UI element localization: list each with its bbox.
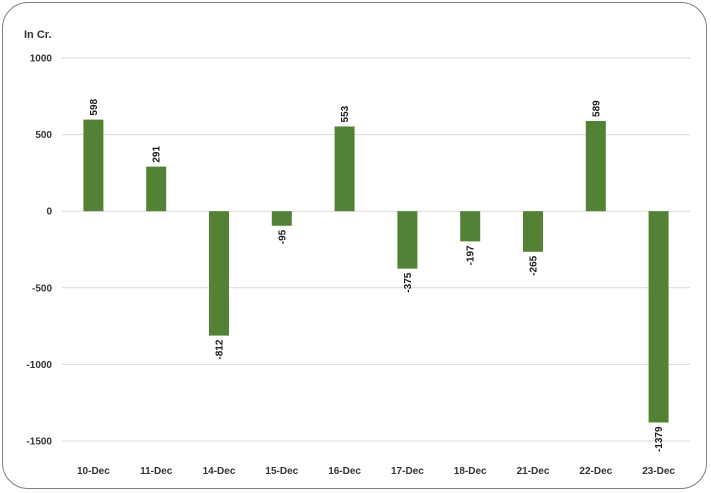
data-labels: 598 291 -812 -95 553 -375 -197 -265 589 -1379 [89,98,665,452]
data-label: -375 [403,272,414,292]
data-label: -197 [466,245,477,265]
bar-11-Dec [146,166,167,212]
x-tick-label: 10-Dec [77,466,110,477]
x-tick-label: 15-Dec [265,466,298,477]
bar-15-Dec [271,211,292,226]
x-tick-label: 21-Dec [517,466,550,477]
x-tick-label: 18-Dec [454,466,487,477]
data-label: -265 [529,255,540,275]
data-label: -1379 [654,426,665,452]
y-tick-label: 1000 [30,54,53,65]
y-unit-label: In Cr. [24,29,52,41]
data-label: 589 [591,100,602,117]
data-label: -812 [215,339,226,359]
x-tick-label: 22-Dec [579,466,612,477]
gridlines [62,57,690,442]
data-label: -95 [277,229,288,244]
x-tick-label: 23-Dec [642,466,675,477]
bar-22-Dec [585,120,606,212]
y-tick-label: 0 [46,207,52,218]
data-label: 598 [89,98,100,115]
bar-23-Dec [648,211,669,423]
y-axis-ticks: 1000 500 0 -500 -1000 -1500 [26,54,52,448]
data-label: 553 [340,105,351,122]
bar-10-Dec [83,119,104,212]
bar-18-Dec [460,211,481,242]
x-tick-label: 16-Dec [328,466,361,477]
bar-21-Dec [523,211,543,252]
x-tick-label: 14-Dec [203,466,236,477]
y-tick-label: 500 [35,130,52,141]
data-label: 291 [152,145,163,162]
y-tick-label: -500 [32,283,52,294]
chart-frame [2,2,707,489]
bar-14-Dec [209,211,229,336]
bar-17-Dec [397,211,418,269]
x-tick-label: 17-Dec [391,466,424,477]
bars [83,119,669,423]
y-tick-label: -1000 [26,360,52,371]
x-tick-label: 11-Dec [140,466,173,477]
y-tick-label: -1500 [26,437,52,448]
bar-16-Dec [334,126,355,212]
x-axis-ticks: 10-Dec 11-Dec 14-Dec 15-Dec 16-Dec 17-Dec 18-D… [77,466,675,477]
